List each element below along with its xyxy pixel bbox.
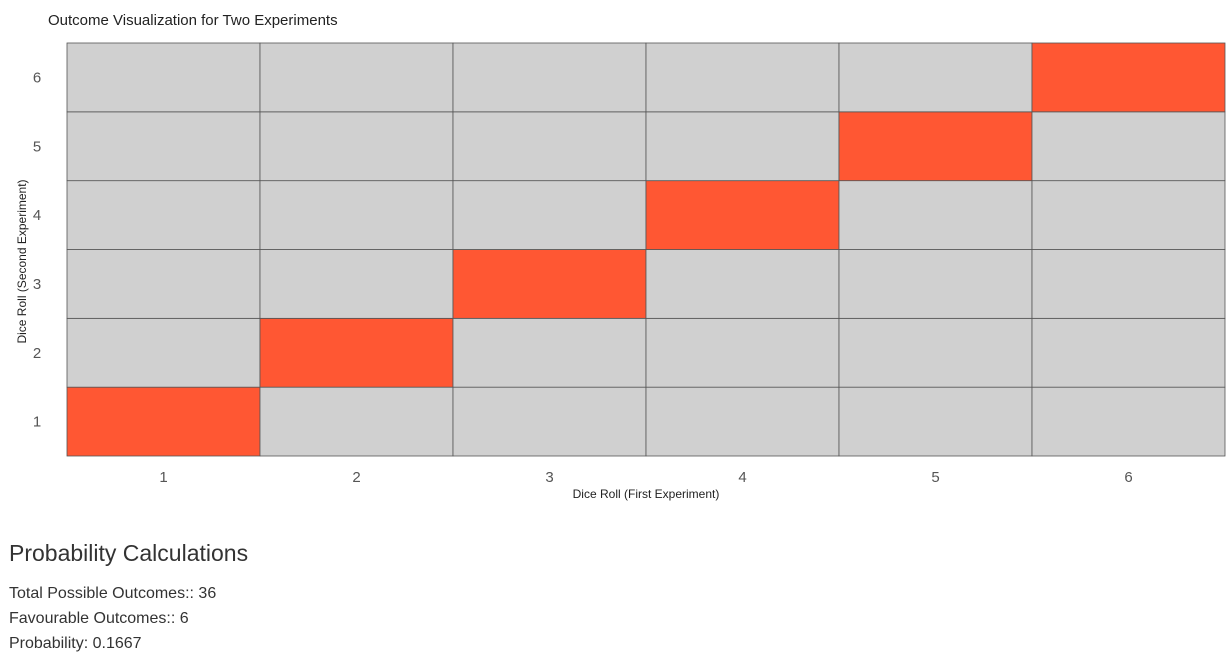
heatmap-cell-2-5 — [259, 111, 454, 182]
heatmap-cell-6-5 — [1031, 111, 1226, 182]
heatmap-cell-1-5 — [66, 111, 261, 182]
heatmap-cell-6-4 — [1031, 180, 1226, 250]
heatmap-cell-3-2 — [452, 317, 647, 388]
heatmap-cell-3-1 — [452, 386, 647, 457]
heatmap-cell-5-5 — [838, 111, 1033, 182]
heatmap-cell-1-6 — [66, 42, 261, 113]
heatmap-cells — [66, 42, 1226, 457]
heatmap-cell-3-5 — [452, 111, 647, 182]
x-tick-label: 6 — [1124, 469, 1132, 486]
y-tick-label: 5 — [33, 138, 41, 155]
heatmap-chart: 1 2 3 4 5 6 1 2 3 4 5 6 Dice Roll (First Experimen… — [15, 42, 1226, 501]
total-outcomes-label: Total Possible Outcomes:: — [9, 585, 194, 602]
heatmap-cell-5-1 — [838, 386, 1033, 457]
x-tick-label: 3 — [545, 469, 553, 486]
heatmap-cell-2-2 — [259, 317, 454, 388]
y-tick-label: 3 — [33, 276, 41, 293]
total-outcomes-value: 36 — [198, 585, 217, 602]
heatmap-cell-5-6 — [838, 42, 1033, 113]
y-tick-label: 4 — [33, 207, 41, 224]
favourable-outcomes-label: Favourable Outcomes:: — [9, 610, 176, 627]
probability-calculations: Probability Calculations Total Possible … — [9, 540, 248, 656]
y-axis-ticks: 1 2 3 4 5 6 — [33, 69, 41, 430]
y-tick-label: 6 — [33, 69, 41, 86]
heatmap-cell-1-1 — [66, 386, 261, 457]
heatmap-cell-5-2 — [838, 317, 1033, 388]
heatmap-cell-2-6 — [259, 42, 454, 113]
x-tick-label: 1 — [159, 469, 167, 486]
y-tick-label: 1 — [33, 414, 41, 431]
heatmap-cell-6-1 — [1031, 386, 1226, 457]
heatmap-cell-6-2 — [1031, 317, 1226, 388]
y-tick-label: 2 — [33, 345, 41, 362]
x-tick-label: 4 — [738, 469, 746, 486]
heatmap-cell-4-3 — [645, 249, 840, 319]
x-axis-ticks: 1 2 3 4 5 6 — [159, 469, 1132, 486]
heatmap-cell-6-6 — [1031, 42, 1226, 113]
probability-label: Probability: — [9, 635, 89, 652]
heatmap-cell-4-5 — [645, 111, 840, 182]
heatmap-cell-1-4 — [66, 180, 261, 250]
favourable-outcomes-line: Favourable Outcomes:: 6 — [9, 606, 248, 631]
heatmap-cell-4-6 — [645, 42, 840, 113]
heatmap-cell-5-3 — [838, 249, 1033, 319]
heatmap-cell-1-3 — [66, 249, 261, 319]
heatmap-cell-1-2 — [66, 317, 261, 388]
heatmap-cell-3-4 — [452, 180, 647, 250]
probability-line: Probability: 0.1667 — [9, 631, 248, 656]
heatmap-cell-3-6 — [452, 42, 647, 113]
heatmap-cell-2-3 — [259, 249, 454, 319]
favourable-outcomes-value: 6 — [179, 610, 189, 627]
x-tick-label: 5 — [931, 469, 939, 486]
heatmap-cell-3-3 — [452, 249, 647, 319]
x-axis-label: Dice Roll (First Experiment) — [573, 487, 720, 501]
heatmap-cell-6-3 — [1031, 249, 1226, 319]
y-axis-label: Dice Roll (Second Experiment) — [15, 179, 29, 343]
heatmap-cell-4-2 — [645, 317, 840, 388]
probability-value: 0.1667 — [92, 635, 142, 652]
heatmap-cell-5-4 — [838, 180, 1033, 250]
calculations-heading: Probability Calculations — [9, 540, 249, 566]
heatmap-cell-4-1 — [645, 386, 840, 457]
chart-title: Outcome Visualization for Two Experiment… — [48, 12, 338, 29]
heatmap-cell-2-4 — [259, 180, 454, 250]
total-outcomes-line: Total Possible Outcomes:: 36 — [9, 581, 248, 606]
heatmap-cell-2-1 — [259, 386, 454, 457]
heatmap-cell-4-4 — [645, 180, 840, 250]
x-tick-label: 2 — [352, 469, 360, 486]
